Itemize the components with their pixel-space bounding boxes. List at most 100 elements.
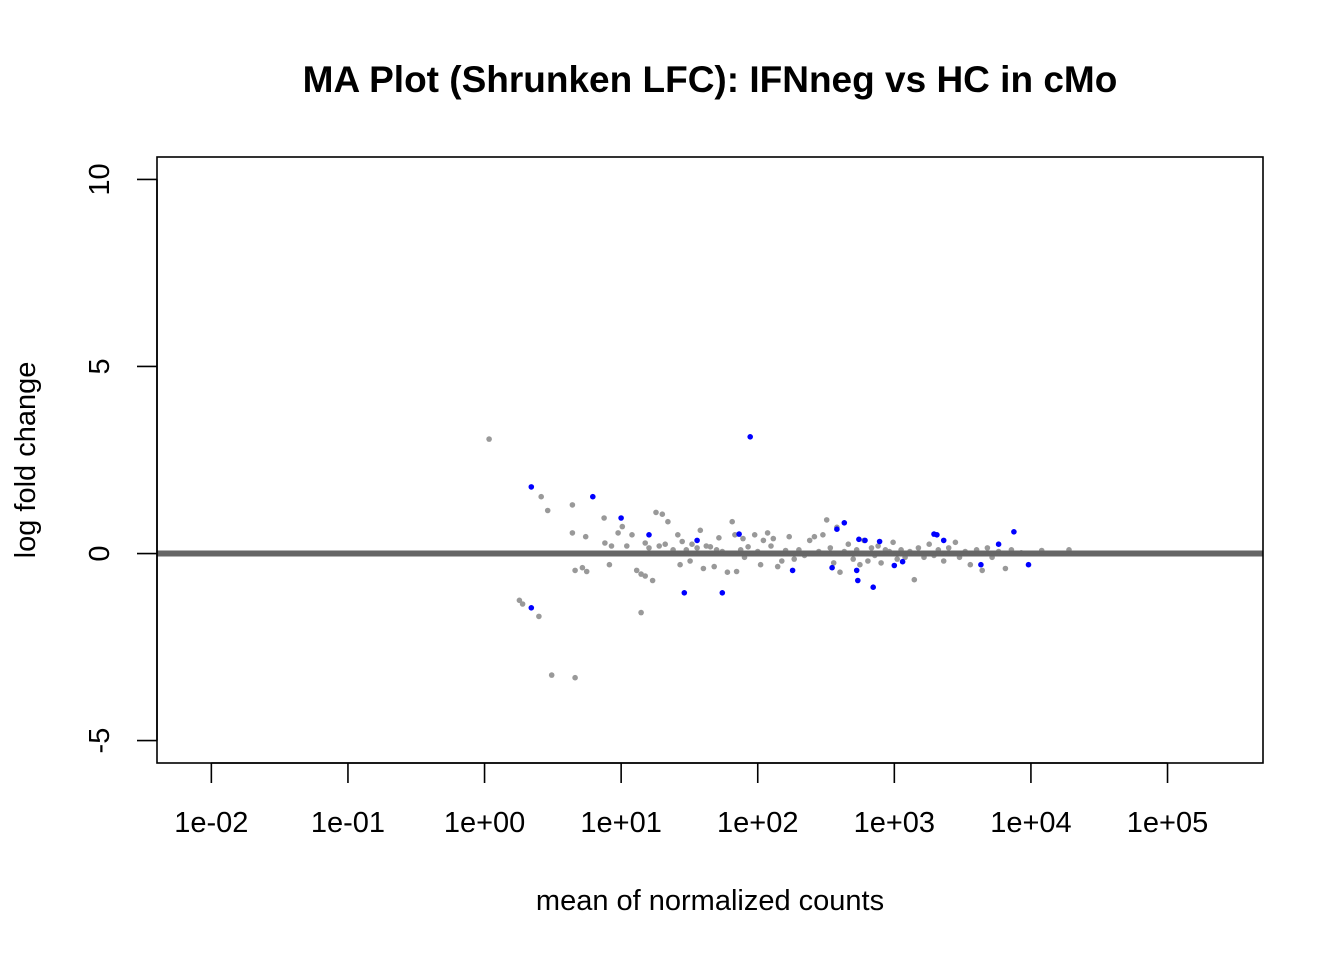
point [694, 545, 700, 551]
significant-point [978, 561, 984, 568]
point [770, 535, 777, 542]
y-tick-label: -5 [84, 728, 116, 754]
significant-point [862, 537, 868, 544]
point [608, 543, 615, 549]
significant-point [681, 590, 688, 596]
y-axis-label: log fold change [10, 362, 42, 559]
x-tick-label: 1e+02 [717, 807, 798, 839]
x-axis-label: mean of normalized counts [536, 885, 884, 917]
significant-point [834, 526, 840, 532]
point [791, 556, 797, 562]
x-tick-label: 1e+00 [444, 807, 525, 839]
point [945, 545, 952, 551]
point [642, 540, 648, 546]
point [677, 561, 683, 568]
point [519, 601, 526, 607]
point [837, 569, 843, 575]
point [629, 532, 635, 538]
significant-point [841, 520, 848, 526]
significant-point [899, 558, 906, 565]
point [768, 543, 774, 549]
point [687, 558, 693, 564]
point [583, 568, 590, 575]
significant-point [870, 584, 876, 590]
significant-point [528, 605, 535, 611]
x-tick-label: 1e+03 [854, 807, 935, 839]
point [615, 530, 621, 536]
point [830, 560, 837, 566]
point [806, 537, 813, 544]
point [572, 567, 578, 574]
y-tick-label: 5 [84, 358, 116, 374]
point [649, 577, 656, 584]
point [774, 563, 781, 570]
point [915, 545, 922, 551]
point [890, 539, 896, 546]
point [868, 545, 875, 551]
point [653, 509, 659, 516]
point [911, 576, 918, 583]
y-axis: -5 0 5 10 [84, 163, 158, 754]
point [548, 672, 555, 678]
point [662, 541, 668, 547]
point [602, 540, 608, 546]
point [707, 544, 714, 550]
significant-point [747, 434, 753, 440]
point [642, 573, 648, 579]
point [786, 533, 792, 540]
point [689, 541, 695, 547]
x-tick-label: 1e+01 [580, 807, 661, 839]
x-tick-label: 1e+04 [990, 807, 1071, 839]
point [601, 515, 607, 521]
point [486, 436, 492, 442]
point [538, 493, 544, 500]
x-tick-label: 1e-01 [311, 807, 385, 839]
significant-point [856, 536, 862, 543]
point [716, 535, 722, 541]
point [745, 544, 751, 550]
point [850, 556, 856, 562]
significant-point [891, 562, 898, 569]
significant-point [829, 564, 835, 571]
significant-point [1011, 529, 1017, 535]
point [967, 561, 974, 568]
point [732, 532, 738, 538]
y-tick-label: 10 [84, 163, 116, 195]
x-tick-label: 1e-02 [174, 807, 248, 839]
point [875, 543, 881, 549]
point [894, 556, 900, 562]
plot-frame [156, 156, 1264, 764]
point [656, 543, 662, 549]
significant-point [853, 567, 860, 574]
point [544, 507, 551, 514]
point [979, 567, 985, 574]
significant-point [876, 538, 883, 545]
point [675, 532, 681, 538]
significant-point [1025, 561, 1032, 568]
significant-point [528, 484, 535, 490]
x-tick-label: 1e+05 [1127, 807, 1208, 839]
point [823, 517, 830, 523]
point [579, 564, 586, 571]
point [984, 545, 991, 551]
point [569, 530, 576, 536]
x-axis: 1e-02 1e-01 1e+00 1e+01 1e+02 1e+03 1e+04 1e+05 [174, 762, 1208, 839]
point [1002, 565, 1009, 572]
point [536, 613, 542, 620]
point [733, 568, 740, 575]
significant-point [590, 493, 596, 500]
data-points [486, 434, 1072, 681]
point [619, 523, 626, 530]
point [845, 541, 852, 547]
significant-point [618, 515, 624, 521]
significant-point [789, 567, 796, 574]
point [764, 530, 771, 536]
point [679, 538, 685, 545]
point [624, 543, 630, 549]
significant-point [855, 577, 861, 584]
point [569, 502, 576, 508]
chart-title: MA Plot (Shrunken LFC): IFNneg vs HC in … [303, 59, 1118, 100]
point [729, 518, 735, 525]
point [820, 532, 826, 538]
